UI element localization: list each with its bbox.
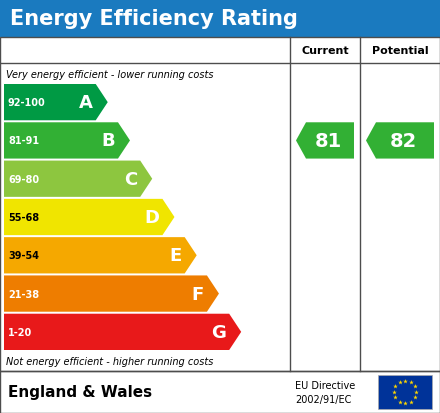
Polygon shape (4, 314, 241, 350)
Polygon shape (296, 123, 354, 159)
Text: Very energy efficient - lower running costs: Very energy efficient - lower running co… (6, 70, 213, 80)
Bar (378, 375, 432, 409)
Polygon shape (4, 123, 130, 159)
Polygon shape (4, 161, 152, 197)
Polygon shape (366, 123, 434, 159)
Text: F: F (192, 285, 204, 303)
Text: D: D (144, 209, 159, 226)
Polygon shape (4, 199, 174, 235)
Text: G: G (211, 323, 226, 341)
Text: 21-38: 21-38 (8, 289, 39, 299)
Text: 81-91: 81-91 (8, 136, 39, 146)
Text: 39-54: 39-54 (8, 251, 39, 261)
Text: C: C (124, 170, 137, 188)
Text: Not energy efficient - higher running costs: Not energy efficient - higher running co… (6, 356, 213, 366)
Text: 69-80: 69-80 (8, 174, 39, 184)
Text: E: E (169, 247, 182, 265)
Text: 81: 81 (314, 132, 341, 151)
Bar (0, 38, 440, 371)
Text: Potential: Potential (372, 46, 428, 56)
Text: EU Directive
2002/91/EC: EU Directive 2002/91/EC (295, 380, 355, 404)
Text: 82: 82 (389, 132, 417, 151)
Text: B: B (101, 132, 115, 150)
Text: 92-100: 92-100 (8, 98, 46, 108)
Polygon shape (4, 276, 219, 312)
Polygon shape (4, 237, 197, 274)
Polygon shape (4, 85, 108, 121)
Text: A: A (79, 94, 93, 112)
Text: Energy Efficiency Rating: Energy Efficiency Rating (10, 9, 298, 29)
Bar (0, 371, 440, 413)
Text: 55-68: 55-68 (8, 212, 39, 223)
Text: Current: Current (301, 46, 349, 56)
Text: England & Wales: England & Wales (8, 385, 152, 399)
Text: 1-20: 1-20 (8, 327, 32, 337)
Bar (0, 0, 440, 38)
